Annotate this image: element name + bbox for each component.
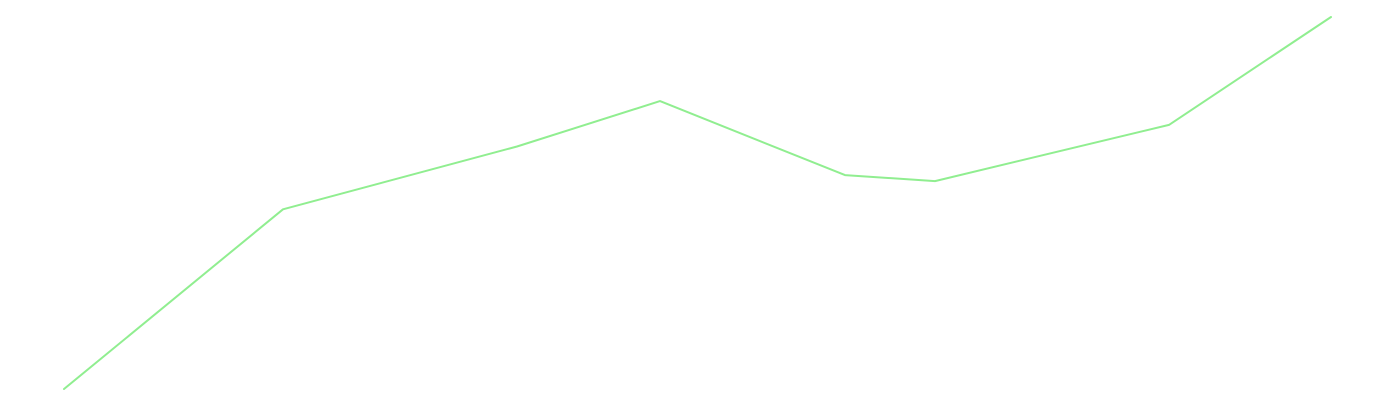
series-line-0 bbox=[63, 16, 1332, 390]
series-layer bbox=[63, 16, 1332, 390]
